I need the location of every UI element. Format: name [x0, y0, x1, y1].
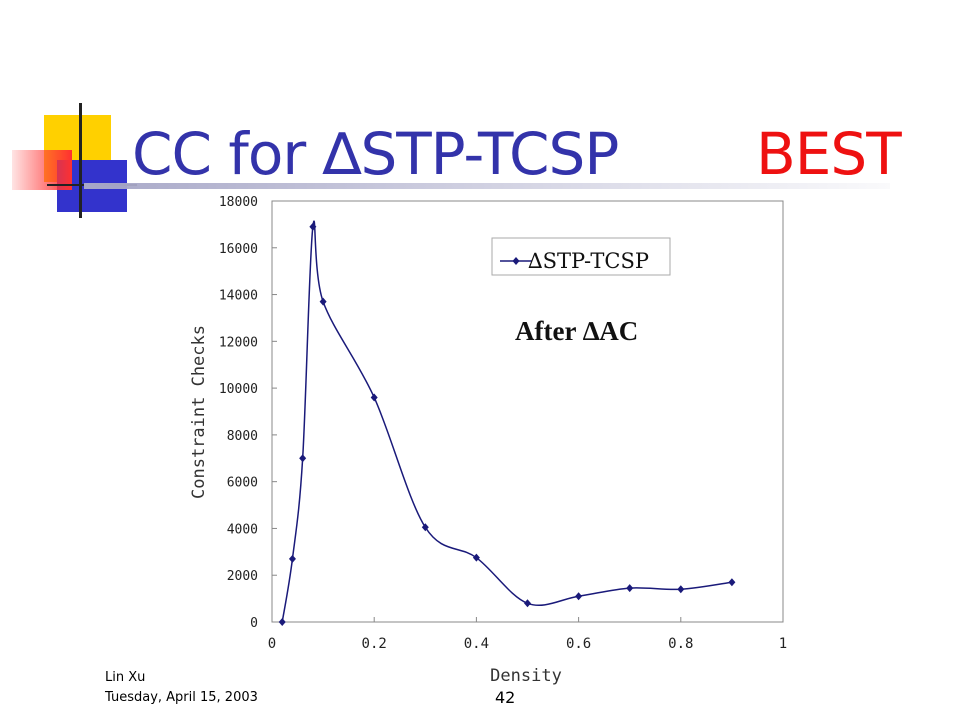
x-tick-label: 0.6 — [566, 636, 591, 652]
legend-box — [491, 237, 671, 276]
page-number: 42 — [495, 688, 516, 707]
slide-title: CC for ∆STP-TCSP BEST — [132, 120, 902, 188]
x-axis-ticks: 0 0.2 0.4 0.6 0.8 1 — [268, 617, 787, 652]
x-tick-label: 0 — [268, 636, 276, 652]
footer-author: Lin Xu — [105, 670, 146, 685]
series-line — [281, 220, 733, 623]
data-point — [309, 222, 317, 231]
data-point — [677, 585, 685, 594]
series-markers — [278, 222, 736, 626]
y-tick-label: 14000 — [219, 289, 258, 304]
data-point — [524, 599, 531, 608]
y-tick-label: 16000 — [219, 242, 258, 257]
footer-date: Tuesday, April 15, 2003 — [105, 690, 258, 705]
title-prefix: CC for — [132, 120, 323, 188]
y-tick-label: 12000 — [219, 335, 258, 350]
legend-label: ∆STP-TCSP — [528, 249, 649, 273]
constraint-checks-chart: 0 2000 4000 6000 8000 10000 12000 14000 16000 180… — [189, 195, 787, 686]
legend: ∆STP-TCSP — [491, 237, 671, 276]
data-point — [278, 618, 286, 626]
legend-marker-swatch — [512, 257, 520, 265]
y-tick-label: 18000 — [219, 195, 258, 210]
decor-vertical-line — [79, 103, 82, 218]
data-point — [299, 454, 307, 463]
x-tick-label: 0.2 — [362, 636, 387, 652]
y-tick-label: 8000 — [227, 429, 258, 444]
y-axis-ticks: 0 2000 4000 6000 8000 10000 12000 14000 16000 180… — [219, 195, 277, 631]
y-axis-label: Constraint Checks — [189, 325, 209, 499]
y-tick-label: 10000 — [219, 382, 258, 397]
x-axis-label: Density — [490, 666, 562, 686]
data-point — [626, 584, 634, 593]
x-tick-label: 1 — [779, 636, 787, 652]
title-highlight: BEST — [756, 120, 902, 188]
data-point — [421, 523, 429, 532]
data-point — [728, 578, 736, 587]
y-tick-label: 0 — [250, 616, 258, 631]
title-main: STP-TCSP — [360, 120, 619, 188]
data-point — [575, 592, 583, 601]
data-point — [472, 553, 480, 562]
decor-red-gradient-bar — [12, 150, 72, 190]
y-tick-label: 2000 — [227, 569, 258, 584]
data-point — [319, 297, 327, 306]
plot-frame — [271, 200, 784, 623]
y-tick-label: 6000 — [227, 476, 258, 491]
delta-symbol: ∆ — [322, 120, 362, 188]
data-point — [288, 554, 296, 563]
title-underline-rule — [84, 183, 890, 189]
data-point — [370, 393, 378, 402]
x-tick-label: 0.4 — [464, 636, 489, 652]
x-tick-label: 0.8 — [668, 636, 693, 652]
y-tick-label: 4000 — [227, 522, 258, 537]
annotation: After ∆AC — [515, 316, 638, 346]
